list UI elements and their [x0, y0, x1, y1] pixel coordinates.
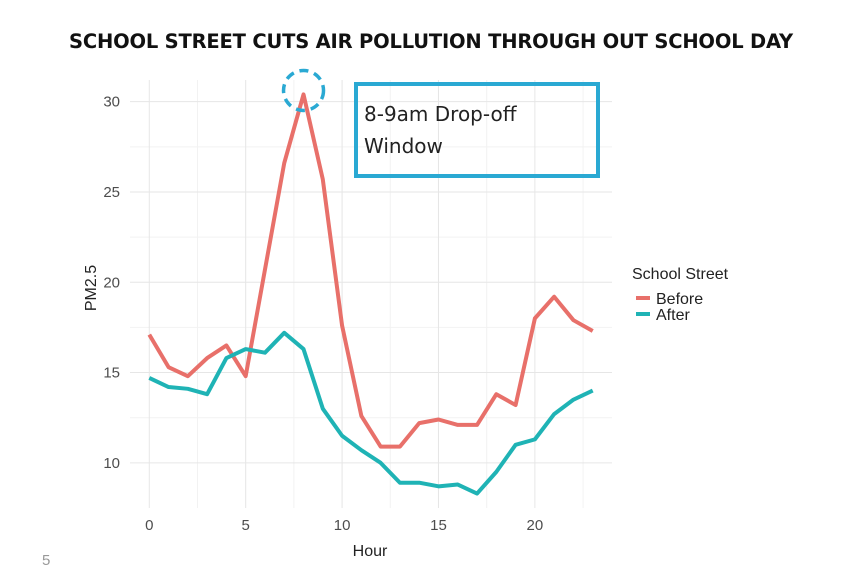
x-tick-label: 15 [430, 517, 447, 534]
legend-label-after: After [656, 307, 690, 324]
x-tick-label: 5 [242, 517, 250, 534]
x-axis-title: Hour [353, 543, 388, 560]
y-tick-label: 10 [103, 455, 120, 472]
y-tick-label: 30 [103, 94, 120, 111]
x-tick-label: 10 [334, 517, 351, 534]
series-lines [147, 92, 594, 496]
x-tick-label: 20 [527, 517, 544, 534]
annotation-line-1: 8-9am Drop-off [364, 102, 518, 126]
y-tick-label: 20 [103, 274, 120, 291]
legend-title: School Street [632, 266, 729, 283]
x-tick-labels: 0 5 10 15 20 [145, 517, 543, 534]
series-line-before [147, 92, 594, 449]
y-axis-title: PM2.5 [83, 265, 100, 311]
chart-headline: SCHOOL STREET CUTS AIR POLLUTION THROUGH… [69, 30, 793, 53]
y-tick-labels: 10 15 20 25 30 [103, 94, 120, 472]
legend: School Street Before After [632, 266, 729, 324]
legend-label-before: Before [656, 291, 703, 308]
peak-highlight-circle [281, 68, 326, 113]
y-tick-label: 15 [103, 365, 120, 382]
page-number: 5 [42, 552, 51, 569]
drop-off-window-box [354, 82, 600, 178]
y-tick-label: 25 [103, 184, 120, 201]
drop-off-annotation: 8-9am Drop-off Window [281, 68, 600, 178]
x-tick-label: 0 [145, 517, 153, 534]
series-line-after [148, 330, 594, 496]
annotation-line-2: Window [364, 134, 443, 158]
